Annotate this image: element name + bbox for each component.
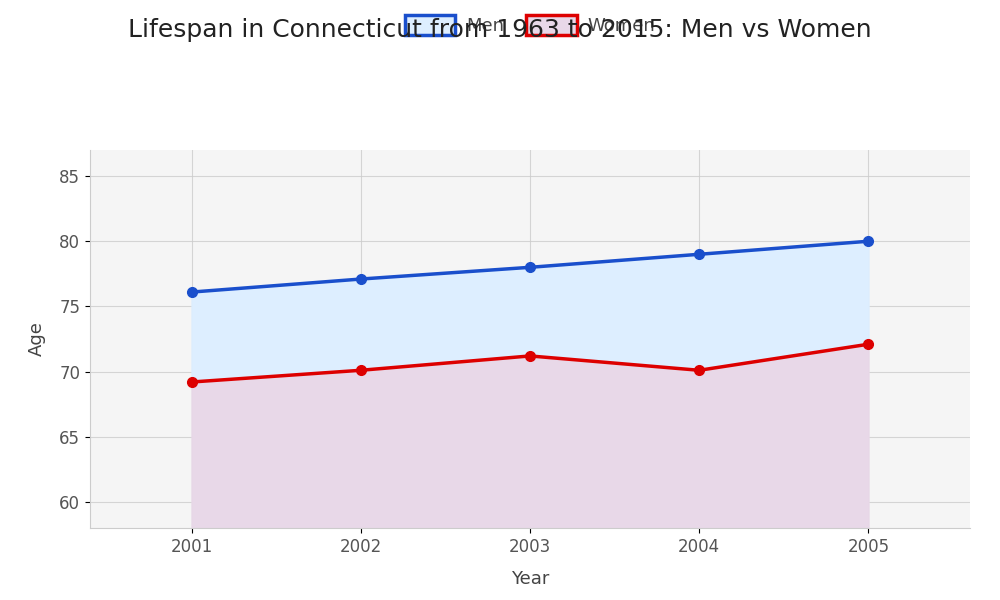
X-axis label: Year: Year (511, 569, 549, 587)
Legend: Men, Women: Men, Women (405, 16, 655, 35)
Y-axis label: Age: Age (27, 322, 45, 356)
Text: Lifespan in Connecticut from 1963 to 2015: Men vs Women: Lifespan in Connecticut from 1963 to 201… (128, 18, 872, 42)
